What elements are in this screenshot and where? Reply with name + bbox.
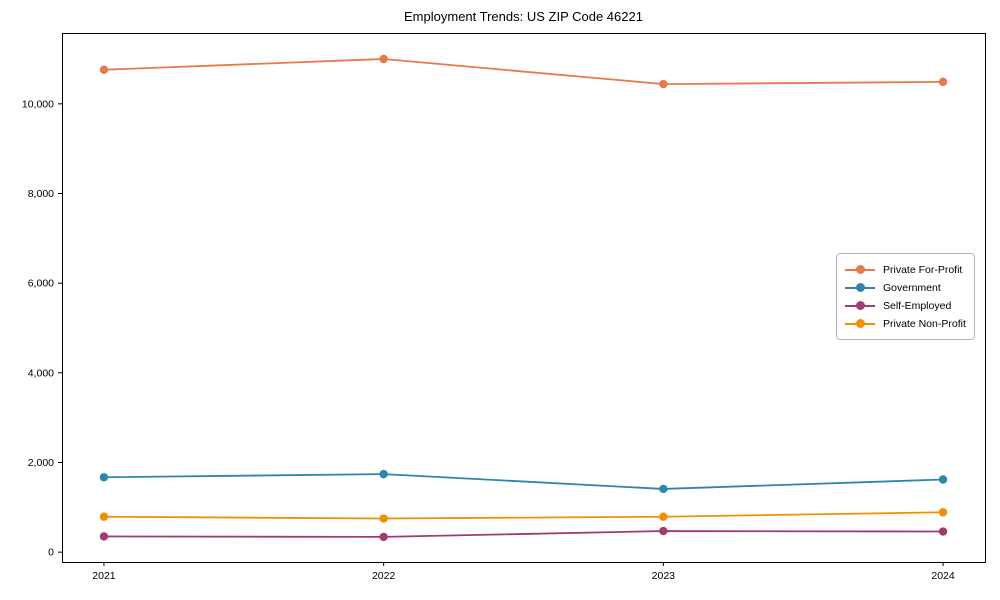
data-point-marker xyxy=(99,473,109,482)
data-point-marker xyxy=(938,527,948,536)
legend-item: Government xyxy=(845,279,965,296)
legend: Private For-Profit Government Self-Employe… xyxy=(836,253,975,340)
data-point-marker xyxy=(379,54,388,64)
data-point-marker xyxy=(659,512,668,521)
x-tick-label: 2021 xyxy=(92,570,116,582)
legend-item: Private Non-Profit xyxy=(845,315,966,332)
y-tick-label: 10,000 xyxy=(22,98,54,110)
legend-marker-line-icon xyxy=(845,301,875,311)
series-line-private-for-profit xyxy=(103,58,944,86)
y-tick-label: 4,000 xyxy=(28,367,54,379)
legend-label: Government xyxy=(883,281,941,294)
legend-dot-icon xyxy=(856,265,865,274)
legend-label: Private For-Profit xyxy=(883,263,963,276)
data-point-marker xyxy=(379,532,388,542)
chart-title: Employment Trends: US ZIP Code 46221 xyxy=(404,9,643,24)
legend-dot-icon xyxy=(856,283,865,292)
data-point-marker xyxy=(659,484,668,494)
series-line-self-employed xyxy=(103,530,944,538)
series-line-private-non-profit xyxy=(103,511,944,520)
data-point-marker xyxy=(938,77,948,87)
data-point-marker xyxy=(99,532,109,541)
x-tick-label: 2024 xyxy=(931,570,955,582)
y-tick-label: 8,000 xyxy=(28,188,54,200)
data-point-marker xyxy=(379,469,388,479)
series-line-government xyxy=(103,473,944,490)
legend-marker-line-icon xyxy=(845,265,875,275)
axes-frame xyxy=(62,33,986,563)
y-tick-label: 0 xyxy=(48,547,54,559)
data-point-marker xyxy=(99,512,109,521)
data-point-marker xyxy=(379,514,388,523)
x-tick-label: 2022 xyxy=(372,570,396,582)
y-tick-label: 2,000 xyxy=(28,457,54,469)
legend-item: Private For-Profit xyxy=(845,261,965,278)
legend-marker-line-icon xyxy=(845,319,875,329)
data-point-marker xyxy=(659,526,668,536)
x-tick-label: 2023 xyxy=(652,570,676,582)
data-point-marker xyxy=(938,475,948,484)
legend-dot-icon xyxy=(856,319,865,328)
legend-marker-line-icon xyxy=(845,283,875,293)
y-tick-label: 6,000 xyxy=(28,278,54,290)
data-point-marker xyxy=(938,508,948,517)
legend-label: Self-Employed xyxy=(883,299,952,312)
legend-item: Self-Employed xyxy=(845,297,965,314)
data-point-marker xyxy=(659,79,668,89)
legend-dot-icon xyxy=(856,301,865,310)
legend-label: Private Non-Profit xyxy=(883,317,966,330)
data-point-marker xyxy=(99,65,109,74)
